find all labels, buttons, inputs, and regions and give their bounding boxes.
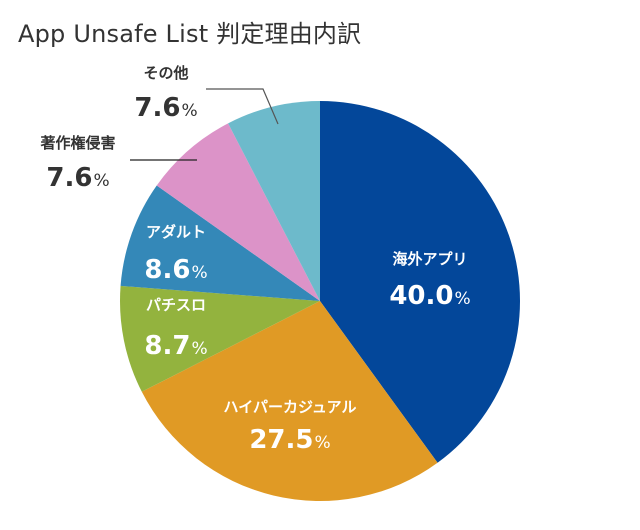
slice-value-label: 7.6% — [46, 163, 109, 193]
pie-slice — [156, 123, 320, 302]
slice-label: その他 — [143, 64, 188, 82]
pie-slice — [320, 101, 520, 463]
slice-value-number: 8.7 — [144, 331, 190, 361]
leader-line — [206, 88, 279, 125]
slice-value-label: 8.7% — [144, 331, 207, 361]
slice-value-number: 7.6 — [46, 163, 92, 193]
pie-slice — [120, 285, 320, 392]
slice-label: 海外アプリ — [392, 250, 467, 268]
slice-value-number: 7.6 — [134, 93, 180, 123]
slice-value-unit: % — [315, 433, 331, 453]
pie-slice — [120, 185, 320, 301]
slice-value-number: 40.0 — [389, 281, 453, 311]
slice-label: パチスロ — [146, 296, 206, 314]
slice-value-label: 40.0% — [389, 281, 470, 311]
slice-value-unit: % — [181, 101, 197, 121]
slice-label: ハイパーカジュアル — [224, 398, 357, 416]
slice-label: アダルト — [146, 223, 206, 241]
chart-title: App Unsafe List 判定理由内訳 — [18, 20, 362, 48]
slice-value-label: 8.6% — [144, 255, 207, 285]
pie-slice — [141, 301, 438, 501]
slice-value-unit: % — [191, 263, 207, 283]
slice-value-label: 7.6% — [134, 93, 197, 123]
slice-value-unit: % — [191, 339, 207, 359]
slice-value-label: 27.5% — [249, 425, 330, 455]
pie-slice — [228, 101, 320, 301]
slice-value-unit: % — [93, 171, 109, 191]
slice-value-unit: % — [455, 289, 471, 309]
slice-label: 著作権侵害 — [39, 134, 115, 152]
slice-value-number: 27.5 — [249, 425, 313, 455]
slice-value-number: 8.6 — [144, 255, 190, 285]
